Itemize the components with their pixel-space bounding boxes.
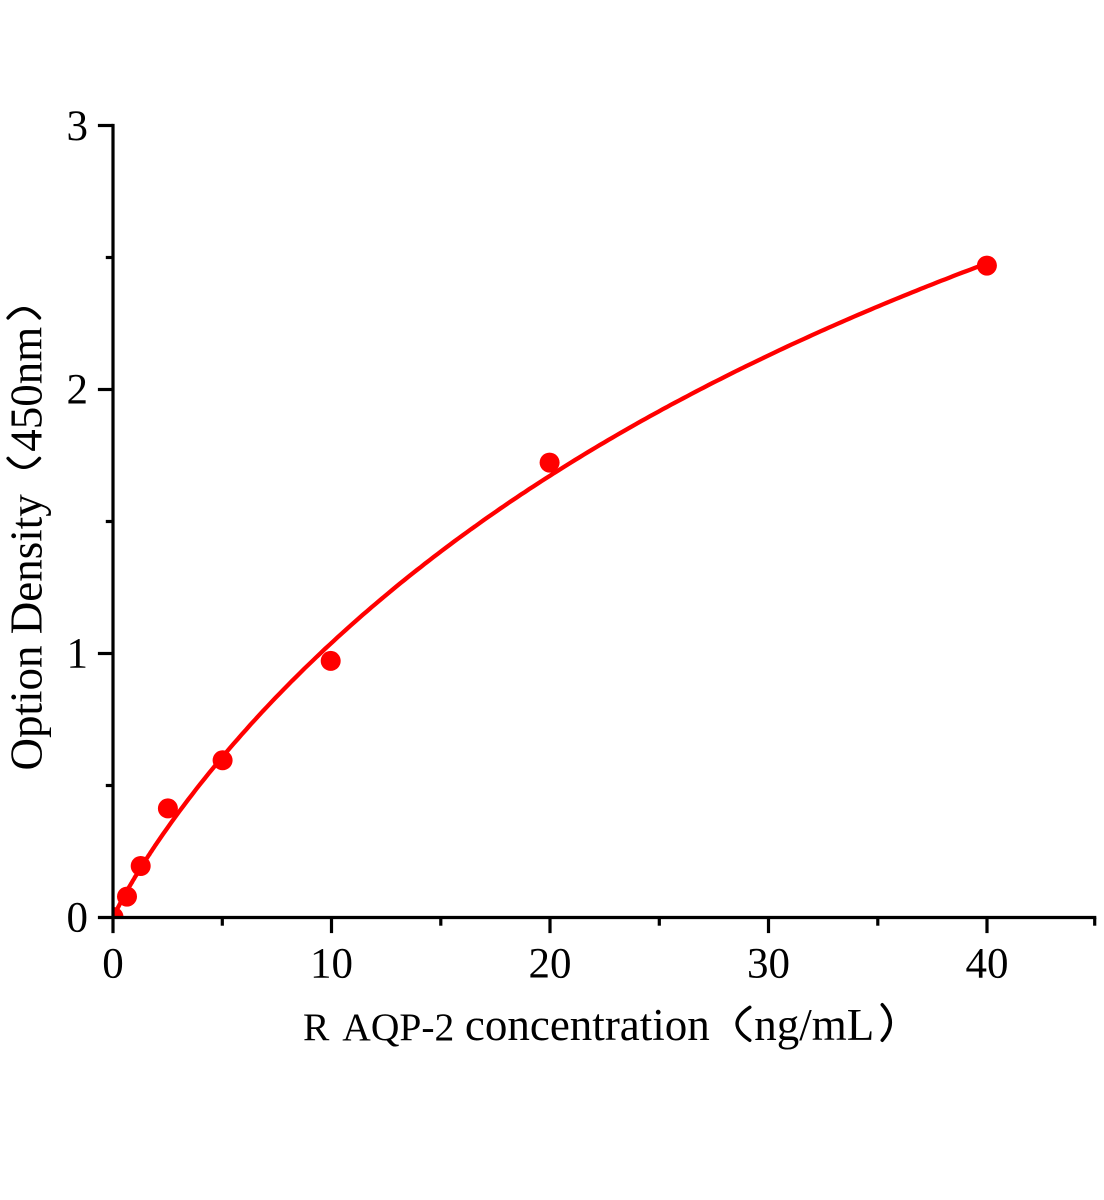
svg-text:10: 10 (310, 940, 353, 987)
svg-text:3: 3 (67, 103, 89, 150)
svg-text:40: 40 (966, 940, 1009, 987)
svg-text:Option Density450nm: Option Density450nm (2, 327, 52, 771)
svg-text:1: 1 (67, 631, 89, 678)
svg-text:0: 0 (102, 940, 124, 987)
svg-text:30: 30 (747, 940, 790, 987)
svg-text:20: 20 (529, 940, 572, 987)
svg-text:2: 2 (67, 367, 89, 414)
svg-text:0: 0 (67, 894, 89, 941)
